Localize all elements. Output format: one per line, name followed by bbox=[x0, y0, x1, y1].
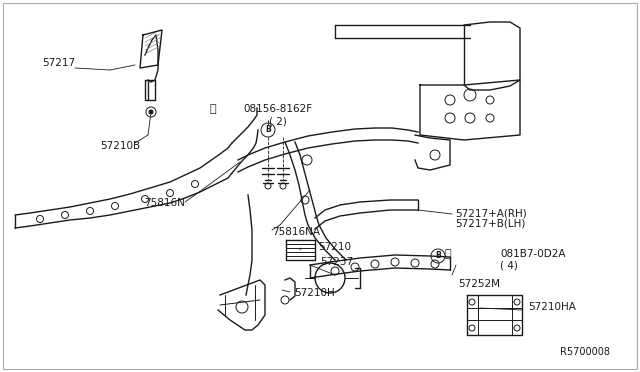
Text: 57252M: 57252M bbox=[458, 279, 500, 289]
Text: 57210B: 57210B bbox=[100, 141, 140, 151]
Text: B: B bbox=[435, 251, 441, 260]
Text: 57210HA: 57210HA bbox=[528, 302, 576, 312]
Text: ( 4): ( 4) bbox=[500, 261, 518, 271]
Text: 57210H: 57210H bbox=[294, 288, 335, 298]
Text: Ⓑ: Ⓑ bbox=[445, 249, 451, 259]
Text: 57217: 57217 bbox=[42, 58, 75, 68]
Text: 75816N: 75816N bbox=[144, 198, 185, 208]
Text: ( 2): ( 2) bbox=[269, 116, 287, 126]
Text: 081B7-0D2A: 081B7-0D2A bbox=[500, 249, 566, 259]
Text: Ⓑ: Ⓑ bbox=[210, 104, 216, 114]
Text: R5700008: R5700008 bbox=[560, 347, 610, 357]
Text: 08156-8162F: 08156-8162F bbox=[243, 104, 312, 114]
Text: 57217+B(LH): 57217+B(LH) bbox=[455, 219, 525, 229]
Circle shape bbox=[149, 110, 153, 114]
Text: B: B bbox=[265, 125, 271, 135]
Text: 75816NA: 75816NA bbox=[272, 227, 320, 237]
Text: 57210: 57210 bbox=[318, 242, 351, 252]
Text: 57237: 57237 bbox=[320, 257, 353, 267]
Text: 57217+A(RH): 57217+A(RH) bbox=[455, 208, 527, 218]
